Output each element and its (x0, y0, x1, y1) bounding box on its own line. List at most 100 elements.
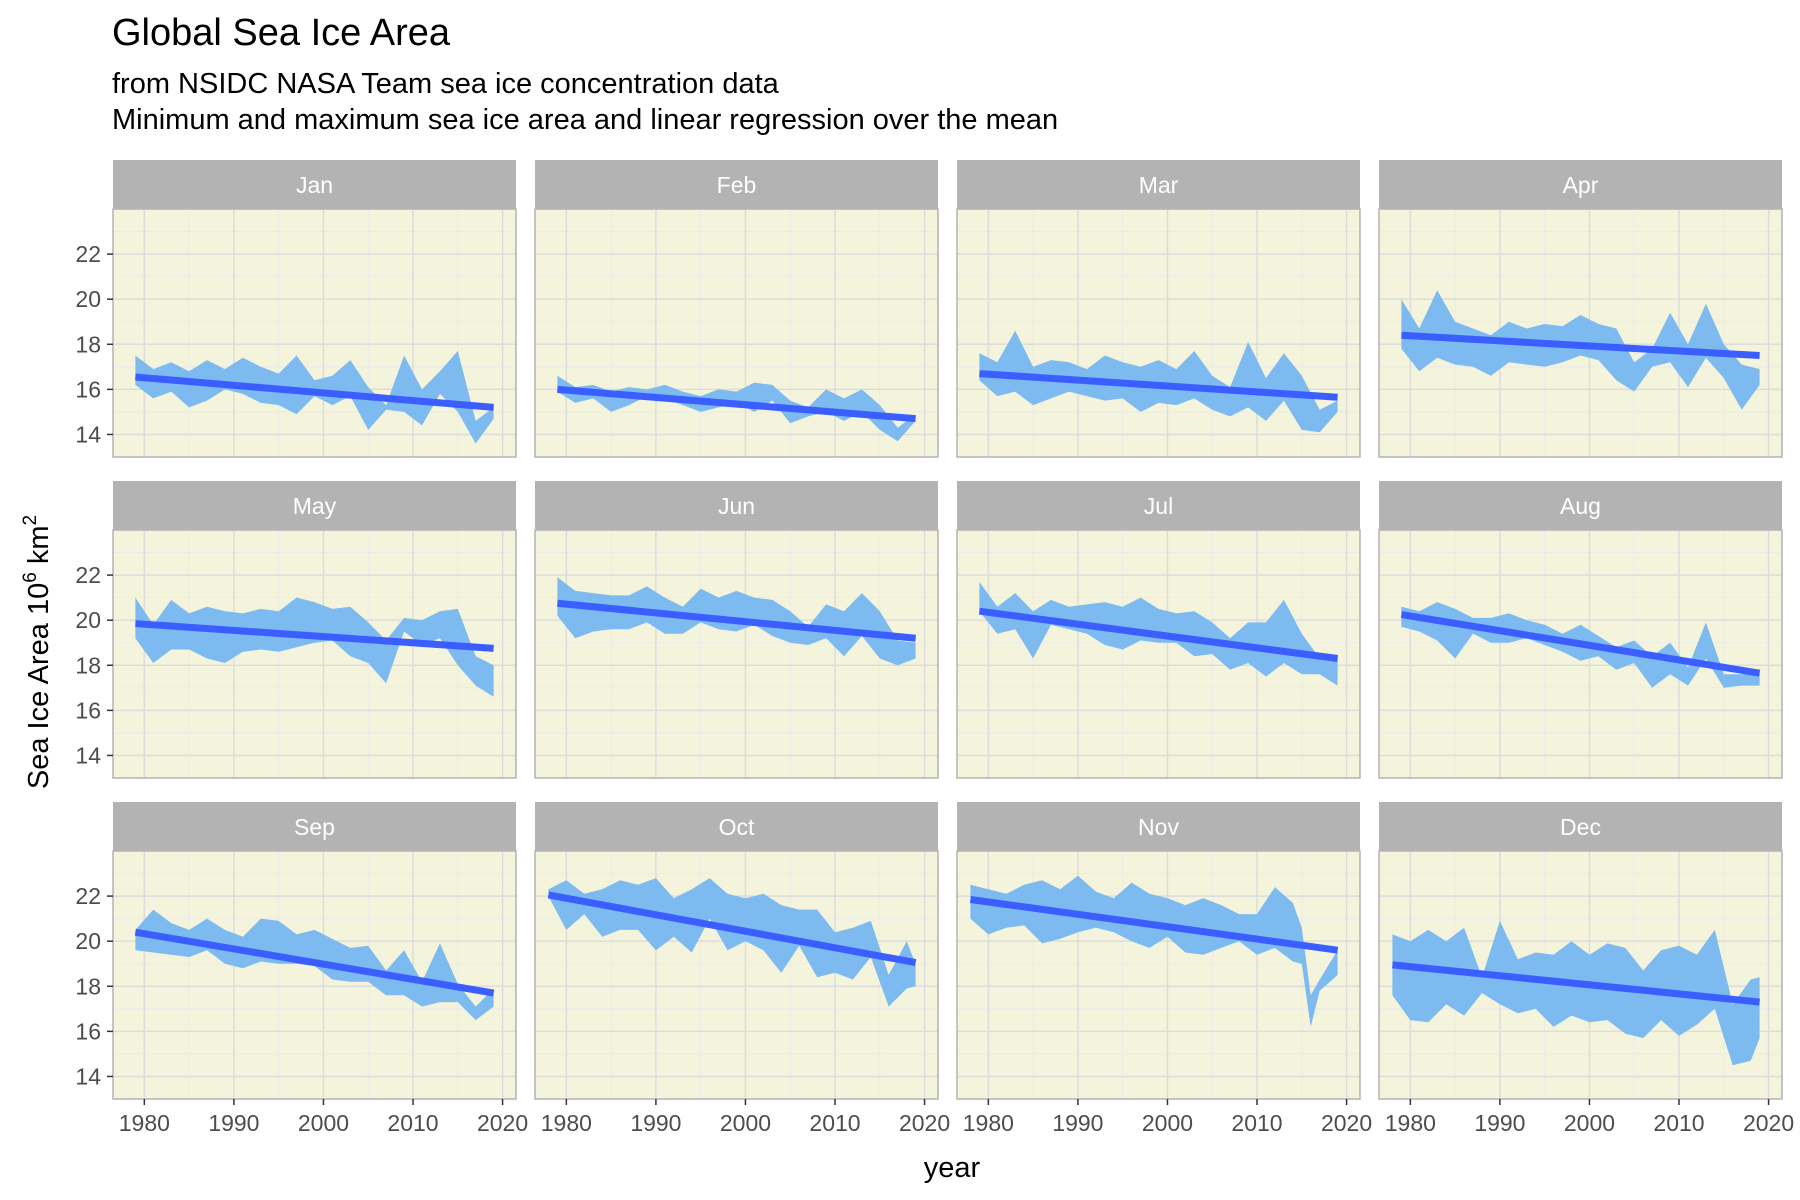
facet-strip (1379, 802, 1782, 851)
regression-line (557, 599, 916, 642)
panel-border (112, 529, 517, 779)
facet-strip-label: Feb (717, 172, 757, 198)
panel-background (113, 209, 516, 457)
y-tick-label: 16 (75, 697, 101, 723)
panel-border (112, 208, 517, 458)
min-max-ribbon (979, 330, 1338, 433)
y-tick-label: 18 (75, 652, 101, 678)
facet-strip-label: May (293, 493, 337, 519)
x-tick-label: 2000 (1564, 1110, 1615, 1136)
y-tick-label: 18 (75, 331, 101, 357)
panel-background (535, 530, 938, 778)
x-tick-label: 2000 (720, 1110, 771, 1136)
y-tick-label: 20 (75, 286, 101, 312)
panel-border (956, 850, 1361, 1100)
facet-panel-oct: Oct 1980 1990 2000 2010 2020 (534, 802, 950, 1136)
facet-strip-label: Jun (718, 493, 755, 519)
panel-border (956, 208, 1361, 458)
facet-strip (113, 481, 516, 530)
y-axis-title: Sea Ice Area 106 km2 (20, 515, 55, 789)
y-tick-label: 14 (75, 1063, 101, 1089)
facet-panel-jun: Jun (534, 481, 939, 779)
facet-strip (957, 160, 1360, 209)
x-axis-title: year (924, 1152, 981, 1184)
panel-border (1378, 850, 1783, 1100)
facet-panel-feb: Feb (534, 160, 939, 458)
y-tick-label: 20 (75, 607, 101, 633)
panel-border (1378, 529, 1783, 779)
x-tick-label: 1990 (208, 1110, 259, 1136)
regression-line (978, 607, 1339, 662)
x-tick-label: 2010 (387, 1110, 438, 1136)
y-tick-label: 22 (75, 241, 101, 267)
x-tick-label: 2010 (1653, 1110, 1704, 1136)
x-tick-label: 2000 (298, 1110, 349, 1136)
min-max-ribbon (1392, 920, 1760, 1066)
min-max-ribbon (135, 597, 494, 697)
facet-strip (535, 481, 938, 530)
y-axis-title-unit: km (23, 525, 55, 572)
x-tick-label: 1990 (1052, 1110, 1103, 1136)
x-tick-label: 1990 (630, 1110, 681, 1136)
min-max-ribbon (1401, 290, 1760, 410)
regression-line (547, 891, 917, 967)
min-max-ribbon (557, 375, 916, 442)
x-tick-label: 1980 (963, 1110, 1014, 1136)
facet-strip (957, 481, 1360, 530)
regression-line (1400, 611, 1761, 677)
panel-border (534, 208, 939, 458)
facet-strip-label: Jan (296, 172, 333, 198)
y-axis-title-exponent-2: 2 (20, 515, 41, 526)
y-tick-label: 20 (75, 928, 101, 954)
y-tick-label: 14 (75, 421, 101, 447)
facet-strip-label: Aug (1560, 493, 1601, 519)
facet-panel-jul: Jul (956, 481, 1361, 779)
facet-strip-label: Oct (719, 814, 755, 840)
regression-line (135, 373, 494, 411)
regression-line (134, 928, 495, 997)
x-tick-label: 2020 (477, 1110, 528, 1136)
min-max-ribbon (135, 351, 494, 444)
regression-line (969, 896, 1339, 954)
facet-strip (1379, 160, 1782, 209)
facet-panel-dec: Dec 1980 1990 2000 2010 2020 (1378, 802, 1794, 1136)
panel-border (956, 529, 1361, 779)
x-tick-label: 2000 (1142, 1110, 1193, 1136)
y-tick-label: 18 (75, 973, 101, 999)
facet-strip (1379, 481, 1782, 530)
facet-panel-nov: Nov 1980 1990 2000 2010 2020 (956, 802, 1372, 1136)
facet-strip-label: Mar (1139, 172, 1179, 198)
facet-panel-apr: Apr (1378, 160, 1783, 458)
y-tick-label: 16 (75, 1018, 101, 1044)
y-axis-title-main: Sea Ice Area 10 (23, 583, 55, 789)
x-tick-label: 2020 (899, 1110, 950, 1136)
facet-panel-may: May 14 16 18 20 22 (75, 481, 517, 779)
facet-strip-label: Jul (1144, 493, 1173, 519)
panel-border (534, 850, 939, 1100)
x-tick-label: 1980 (541, 1110, 592, 1136)
x-tick-label: 1980 (119, 1110, 170, 1136)
panel-border (1378, 208, 1783, 458)
x-tick-label: 2020 (1321, 1110, 1372, 1136)
facet-panel-mar: Mar (956, 160, 1361, 458)
facet-strip-label: Sep (294, 814, 335, 840)
y-tick-label: 22 (75, 883, 101, 909)
panel-border (112, 850, 517, 1100)
regression-line (979, 370, 1338, 401)
x-tick-label: 2020 (1743, 1110, 1794, 1136)
chart-subtitle-line-2: Minimum and maximum sea ice area and lin… (112, 104, 1058, 136)
chart-title: Global Sea Ice Area (112, 12, 451, 54)
x-tick-label: 1980 (1385, 1110, 1436, 1136)
facet-strip (113, 160, 516, 209)
y-axis-title-exponent-1: 6 (20, 572, 41, 583)
regression-line (1392, 961, 1760, 1006)
facet-panel-aug: Aug (1378, 481, 1783, 779)
x-tick-label: 2010 (809, 1110, 860, 1136)
panel-border (534, 529, 939, 779)
y-tick-label: 14 (75, 742, 101, 768)
y-tick-label: 22 (75, 562, 101, 588)
panel-background (113, 530, 516, 778)
regression-line (1401, 331, 1760, 360)
facet-panel-jan: Jan 14 16 18 20 22 (75, 160, 517, 458)
